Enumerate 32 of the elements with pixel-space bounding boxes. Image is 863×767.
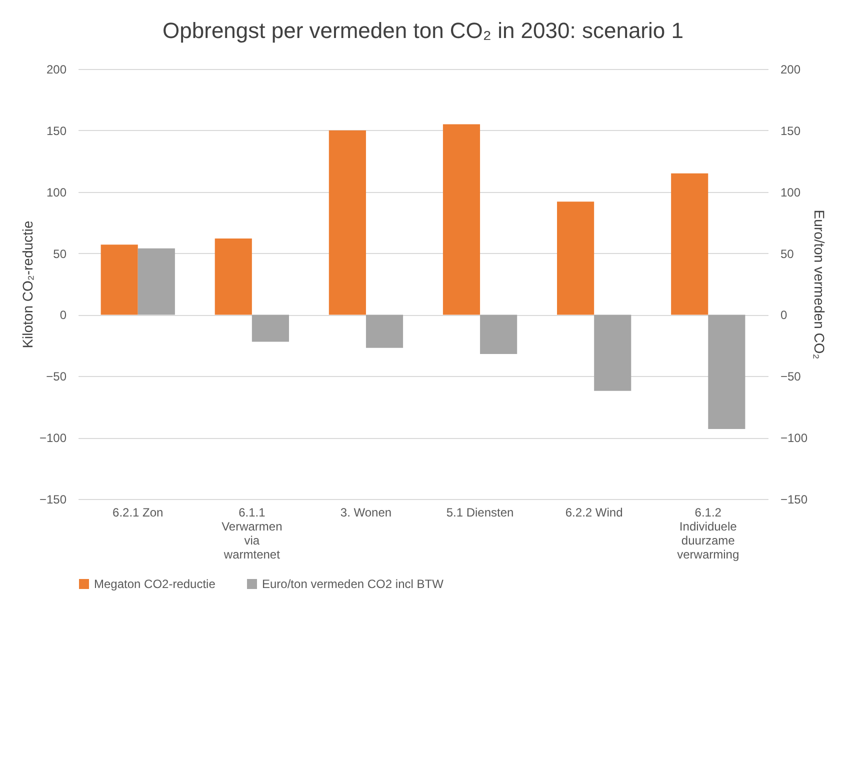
y2-tick-label: 150 [780,124,801,138]
y2-tick-label: −100 [780,431,808,446]
y-tick-label: −100 [39,431,67,446]
y2-tick-label: 200 [780,62,801,76]
bar [328,130,366,315]
y2-tick-label: −50 [780,370,802,384]
y-tick-label: −150 [39,492,67,506]
y2-axis-title: Euro/ton vermeden CO₂ [812,210,828,360]
y2-tick-label: −150 [780,492,808,506]
chart-title: Opbrengst per vermeden ton CO₂ in 2030: scenario 1 [162,18,684,43]
bar [214,238,252,315]
y-tick-label: 150 [46,124,67,138]
y-tick-label: 0 [60,308,67,322]
y-tick-label: 100 [46,185,67,200]
y-tick-label: 200 [46,62,67,76]
y-axis-title: Kiloton CO₂-reductie [19,220,36,348]
legend-label: Euro/ton vermeden CO2 incl BTW [262,577,444,591]
x-tick-label: 6.2.1 Zon [112,506,164,520]
y2-tick-label: 0 [780,308,788,322]
legend-label: Megaton CO2-reductie [94,577,216,591]
x-tick-label: 5.1 Diensten [446,506,514,520]
x-tick-label: 3. Wonen [340,506,392,520]
bar [671,173,708,315]
bar [442,124,480,315]
x-tick-label: 6.2.2 Wind [565,506,623,520]
y2-tick-label: 100 [780,185,801,200]
bar [557,202,594,315]
y-tick-label: 50 [53,246,67,261]
y2-tick-label: 50 [780,246,794,261]
y-tick-label: −50 [46,370,67,384]
x-tick-label: 6.1.1 Verwarmen via warmtenet [222,506,282,562]
x-tick-label: 6.1.2 Individuele duurzame verwarming [677,506,740,562]
